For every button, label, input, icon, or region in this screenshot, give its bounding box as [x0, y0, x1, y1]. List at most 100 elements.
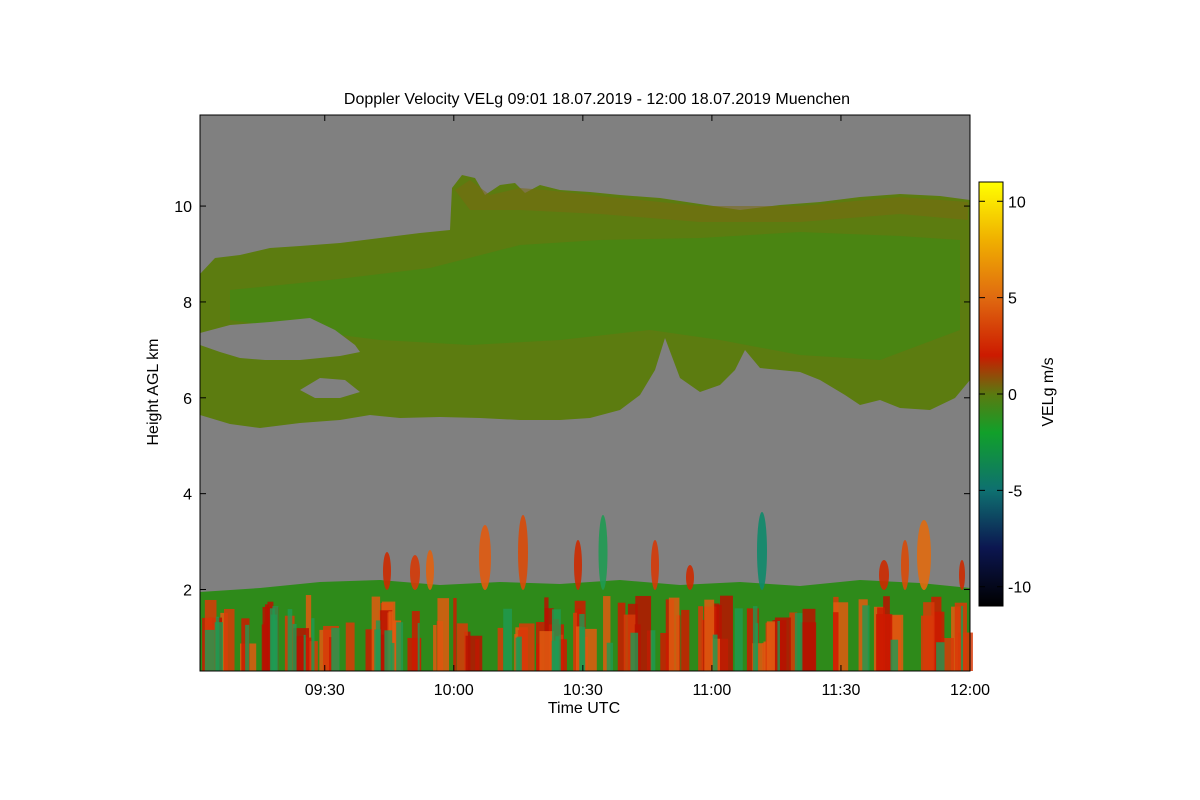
- red-streak: [603, 596, 611, 671]
- teal-streak: [204, 629, 215, 671]
- convective-plume: [518, 515, 528, 590]
- colorbar-ticks: 10 5 0 -5 -10: [979, 194, 1031, 597]
- plot-area: [200, 115, 973, 671]
- x-axis: 09:30 10:00 10:30 11:00 11:30 12:00: [305, 115, 990, 699]
- y-tick-label: 2: [183, 583, 192, 600]
- red-streak: [766, 621, 778, 671]
- teal-streak: [245, 624, 250, 671]
- teal-streak: [417, 623, 420, 671]
- teal-streak: [390, 642, 395, 671]
- teal-streak: [374, 629, 381, 671]
- teal-streak: [960, 605, 964, 671]
- red-streak: [746, 608, 759, 671]
- colorbar-tick-label: 0: [1008, 387, 1017, 404]
- red-streak: [365, 629, 375, 671]
- teal-streak: [794, 613, 803, 671]
- convective-plume: [959, 560, 965, 590]
- teal-streak: [311, 618, 315, 671]
- red-streak: [635, 595, 652, 671]
- colorbar: 10 5 0 -5 -10 VELg m/s: [978, 181, 1057, 607]
- convective-plume: [426, 550, 434, 590]
- teal-streak: [287, 609, 293, 671]
- y-tick-label: 6: [183, 391, 192, 408]
- colorbar-tick-label: 5: [1008, 291, 1017, 308]
- red-streak: [832, 612, 839, 671]
- convective-plume: [901, 540, 909, 590]
- red-streak: [437, 598, 450, 671]
- red-streak: [923, 602, 935, 671]
- red-streak: [774, 617, 791, 671]
- convective-plume: [757, 512, 767, 590]
- red-streak: [958, 632, 973, 671]
- teal-streak: [650, 630, 656, 671]
- teal-streak: [752, 606, 758, 671]
- x-tick-label: 10:30: [563, 682, 603, 699]
- red-streak: [329, 637, 333, 671]
- red-streak: [704, 599, 715, 671]
- red-streak: [539, 631, 555, 671]
- teal-streak: [516, 636, 522, 671]
- teal-streak: [215, 616, 220, 671]
- red-streak: [698, 606, 704, 671]
- convective-plume: [574, 540, 582, 590]
- red-streak: [519, 623, 535, 671]
- teal-streak: [384, 630, 393, 671]
- teal-streak: [579, 626, 586, 671]
- red-streak: [497, 627, 504, 671]
- y-axis-label: Height AGL km: [145, 338, 162, 445]
- red-streak: [345, 622, 355, 671]
- red-streak: [877, 607, 885, 671]
- teal-streak: [303, 634, 306, 671]
- y-tick-label: 10: [174, 199, 192, 216]
- teal-streak: [396, 622, 404, 671]
- cirrus-brown-top: [455, 180, 968, 222]
- x-axis-label: Time UTC: [548, 700, 620, 717]
- boundary-red-streaks: [202, 595, 973, 671]
- teal-streak: [292, 623, 297, 671]
- red-streak: [617, 602, 626, 671]
- red-streak: [701, 619, 706, 671]
- teal-streak: [606, 642, 613, 671]
- red-streak: [681, 609, 690, 671]
- red-streak: [296, 636, 305, 671]
- red-streak: [465, 635, 483, 671]
- teal-streak: [630, 632, 639, 671]
- x-tick-label: 11:30: [822, 682, 861, 699]
- clear-gap-lower: [300, 378, 360, 398]
- x-tick-label: 12:00: [950, 682, 990, 699]
- x-tick-label: 11:00: [692, 682, 731, 699]
- convective-plume: [686, 565, 694, 590]
- y-axis: 2 4 6 8 10: [174, 199, 970, 600]
- red-streak: [575, 626, 583, 671]
- convective-plume: [598, 515, 608, 590]
- plot-frame: [199, 114, 971, 672]
- y-tick-label: 4: [183, 487, 192, 504]
- red-streak: [573, 612, 578, 671]
- colorbar-tick-label: 10: [1008, 194, 1026, 211]
- convective-plume: [879, 560, 889, 590]
- red-streak: [716, 605, 722, 671]
- teal-streak: [777, 620, 780, 671]
- convective-plume: [917, 520, 931, 590]
- red-streak: [802, 608, 816, 671]
- chart-title: Doppler Velocity VELg 09:01 18.07.2019 -…: [344, 91, 850, 108]
- teal-streak: [503, 608, 512, 671]
- red-streak: [457, 623, 468, 671]
- convective-plume: [651, 540, 659, 590]
- teal-streak: [551, 609, 561, 671]
- red-streak: [932, 611, 945, 671]
- x-tick-label: 09:30: [305, 682, 345, 699]
- convective-plumes: [383, 512, 965, 590]
- colorbar-tick-label: -10: [1008, 580, 1031, 597]
- colorbar-tick-label: -5: [1008, 483, 1022, 500]
- cirrus-greener-core: [230, 232, 960, 360]
- teal-streak: [272, 606, 279, 671]
- red-streak: [660, 632, 669, 671]
- red-streak: [411, 611, 420, 671]
- teal-streak: [936, 642, 945, 671]
- teal-streak: [712, 634, 718, 671]
- clear-gap-right: [748, 372, 820, 396]
- colorbar-label: VELg m/s: [1040, 357, 1057, 426]
- red-streak: [453, 598, 457, 671]
